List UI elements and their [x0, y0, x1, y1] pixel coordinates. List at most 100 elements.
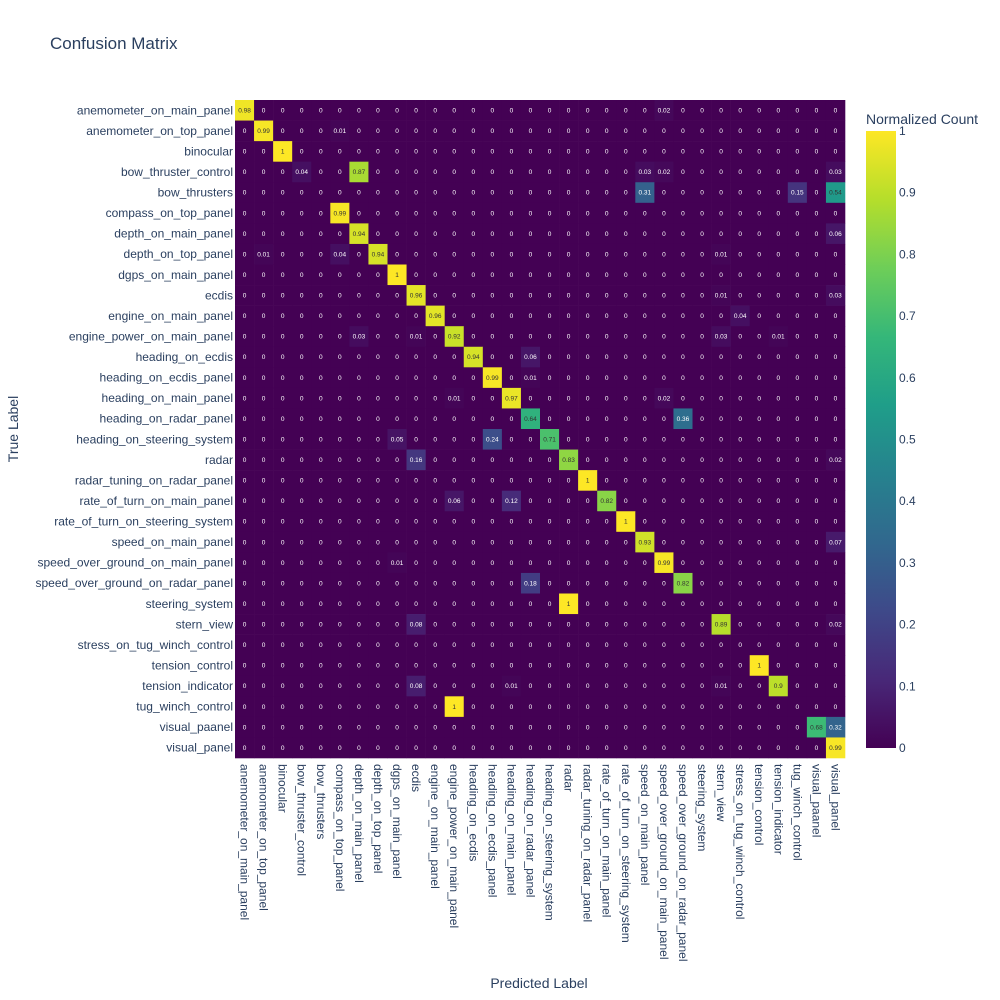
cell-value-label: 0: [757, 293, 761, 300]
heatmap-cell: [635, 655, 655, 677]
cell-value-label: 0: [776, 704, 780, 711]
heatmap-cell: [311, 531, 331, 553]
heatmap-cell: [692, 367, 712, 389]
cell-value-label: 0: [243, 375, 247, 382]
cell-value-label: 0: [510, 313, 514, 320]
heatmap-cell: [254, 182, 274, 204]
heatmap-cell: [235, 634, 255, 656]
heatmap-cell: [559, 449, 579, 471]
heatmap-cell: [654, 120, 674, 142]
heatmap-cell: [406, 470, 426, 491]
cell-value-label: 0: [491, 457, 495, 464]
heatmap-cell: [444, 449, 465, 471]
y-tick-label: heading_on_main_panel: [102, 391, 233, 405]
heatmap-cell: [559, 470, 579, 491]
heatmap-cell: [425, 202, 445, 224]
heatmap-cell: [406, 634, 426, 656]
heatmap-cell: [673, 737, 693, 759]
cell-value-label: 0: [776, 519, 780, 526]
heatmap-cell: [520, 387, 541, 409]
cell-value-label: 0: [643, 375, 647, 382]
x-tick-label: engine_on_main_panel: [428, 764, 442, 889]
cell-value-label: 0: [624, 395, 628, 402]
cell-value-label: 0: [586, 313, 590, 320]
heatmap-cell: [368, 243, 388, 265]
heatmap-cell: [292, 223, 312, 245]
heatmap-cell: [349, 490, 369, 512]
heatmap-cell: [730, 285, 750, 306]
cell-value-label: 0: [605, 539, 609, 546]
heatmap-cell: [520, 305, 541, 327]
heatmap-cell: [825, 141, 846, 162]
heatmap-cell: [482, 305, 503, 327]
heatmap-cell: [254, 264, 274, 286]
heatmap-cell: [787, 449, 808, 471]
cell-value-label: 0: [491, 539, 495, 546]
heatmap-cell: [692, 346, 712, 368]
heatmap-cell: [520, 634, 541, 656]
heatmap-cell: [806, 243, 827, 265]
heatmap-cell: [749, 675, 770, 697]
heatmap-cell: [749, 264, 770, 286]
heatmap-cell: [425, 449, 445, 471]
heatmap-cell: [482, 531, 503, 553]
heatmap-cell: [254, 696, 274, 718]
cell-value-label: 0: [605, 457, 609, 464]
cell-value-label: 0: [300, 107, 304, 114]
heatmap-cell: [806, 182, 827, 204]
heatmap-cell: [444, 243, 465, 265]
heatmap-cell: [425, 614, 445, 635]
cell-value-label: 0: [319, 519, 323, 526]
cell-value-label: 0: [414, 128, 418, 135]
heatmap-cell: [311, 285, 331, 306]
cell-value-label: 0: [567, 539, 571, 546]
cell-value-label: 0: [395, 169, 399, 176]
heatmap-cell: [749, 161, 770, 183]
cell-value-label: 0: [414, 745, 418, 752]
cell-value-label: 1: [586, 478, 590, 485]
cell-value-label: 0: [491, 704, 495, 711]
heatmap-cell: [787, 161, 808, 183]
cell-value-label: 0: [262, 313, 266, 320]
heatmap-cell: [425, 429, 445, 450]
cell-value-label: 0: [433, 272, 437, 279]
cell-value-label: 0: [681, 313, 685, 320]
cell-value-label: 0: [529, 642, 533, 649]
cell-value-label: 0: [376, 190, 380, 197]
cell-value-label: 0: [243, 745, 247, 752]
cell-value-label: 0: [567, 663, 571, 670]
heatmap-cell: [387, 182, 407, 204]
heatmap-cell: [673, 326, 693, 348]
heatmap-cell: [444, 367, 465, 389]
cell-value-label: 0: [757, 375, 761, 382]
heatmap-cell: [654, 696, 674, 718]
cell-value-label: 0: [529, 169, 533, 176]
heatmap-cell: [654, 552, 674, 574]
heatmap-cell: [501, 696, 522, 718]
heatmap-cell: [806, 552, 827, 574]
heatmap-cell: [311, 511, 331, 533]
heatmap-cell: [787, 655, 808, 677]
cell-value-label: 0: [433, 519, 437, 526]
heatmap-cell: [825, 449, 846, 471]
heatmap-cell: [673, 429, 693, 450]
cell-value-label: 0: [491, 107, 495, 114]
cell-value-label: 0: [738, 724, 742, 731]
heatmap-cell: [368, 285, 388, 306]
cell-value-label: 1: [452, 704, 456, 711]
cell-value-label: 0.64: [524, 416, 537, 423]
cell-value-label: 0: [719, 457, 723, 464]
cell-value-label: 0: [414, 107, 418, 114]
heatmap-cell: [711, 634, 731, 656]
cell-value-label: 0: [624, 128, 628, 135]
heatmap-cell: [654, 572, 674, 594]
cell-value-label: 0: [452, 683, 456, 690]
cell-value-label: 0: [738, 190, 742, 197]
heatmap-cell: [501, 429, 522, 450]
cell-value-label: 0: [796, 704, 800, 711]
heatmap-cell: [520, 202, 541, 224]
heatmap-cell: [273, 737, 293, 759]
cell-value-label: 0: [471, 190, 475, 197]
cell-value-label: 0: [395, 745, 399, 752]
cell-value-label: 0: [815, 334, 819, 341]
